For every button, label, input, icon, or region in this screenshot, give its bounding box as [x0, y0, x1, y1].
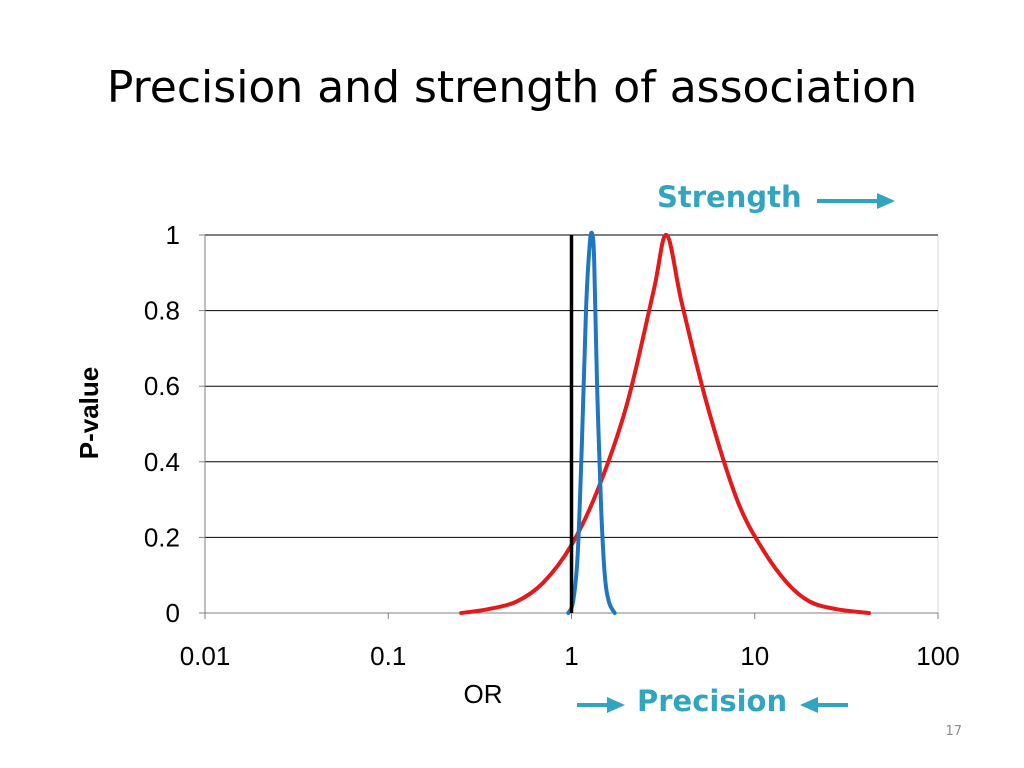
arrow-head: [800, 697, 818, 713]
x-tick-label: 10: [740, 641, 769, 671]
y-tick-label: 0.2: [144, 522, 180, 552]
slide-title: Precision and strength of association: [106, 62, 918, 113]
arrow-head: [877, 193, 895, 209]
strength-annotation: Strength: [657, 180, 802, 214]
y-tick-label: 0.4: [144, 447, 180, 477]
precision-arrow-left-icon: [800, 697, 848, 713]
page-number: 17: [945, 724, 962, 739]
x-axis-label: OR: [464, 679, 503, 709]
axes: [199, 234, 939, 619]
y-tick-label: 1: [166, 220, 180, 250]
strength-arrow-right-icon: [817, 193, 895, 209]
x-tick-label: 0.01: [180, 641, 231, 671]
y-tick-label: 0.8: [144, 296, 180, 326]
series-line-red: [459, 232, 871, 615]
arrow-head: [607, 697, 625, 713]
precision-annotation: Precision: [637, 684, 788, 718]
x-tick-label: 0.1: [370, 641, 406, 671]
annotation-arrows: [577, 193, 895, 713]
x-tick-label: 100: [916, 641, 959, 671]
data-series: [459, 230, 871, 615]
y-tick-label: 0.6: [144, 371, 180, 401]
y-tick-label: 0: [166, 598, 180, 628]
precision-arrow-right-icon: [577, 697, 625, 713]
tick-labels: 0 0.2 0.4 0.6 0.8 1 0.01 0.1 1 10 100: [144, 220, 960, 671]
y-axis-label: P-value: [74, 367, 104, 460]
series-line-blue: [566, 230, 617, 615]
x-tick-label: 1: [564, 641, 578, 671]
